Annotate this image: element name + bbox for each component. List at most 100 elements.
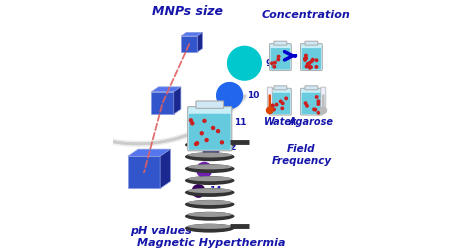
Circle shape xyxy=(273,65,275,68)
Circle shape xyxy=(277,58,280,61)
Circle shape xyxy=(314,108,317,111)
Polygon shape xyxy=(151,92,174,114)
Ellipse shape xyxy=(185,212,235,221)
Text: Agarose: Agarose xyxy=(289,117,334,126)
FancyBboxPatch shape xyxy=(271,48,290,69)
Circle shape xyxy=(315,59,318,62)
Circle shape xyxy=(192,185,205,197)
Text: 10: 10 xyxy=(247,91,259,100)
Ellipse shape xyxy=(187,153,232,157)
Circle shape xyxy=(277,55,280,58)
Circle shape xyxy=(191,122,194,125)
Circle shape xyxy=(275,103,278,106)
Text: 13: 13 xyxy=(216,165,228,174)
Circle shape xyxy=(209,112,230,133)
Circle shape xyxy=(197,162,212,177)
Circle shape xyxy=(200,132,203,135)
Polygon shape xyxy=(181,36,197,52)
Text: Water: Water xyxy=(264,117,297,126)
FancyBboxPatch shape xyxy=(196,101,224,108)
Polygon shape xyxy=(151,87,181,92)
FancyBboxPatch shape xyxy=(302,48,321,69)
FancyBboxPatch shape xyxy=(270,44,292,70)
Circle shape xyxy=(304,102,307,104)
Polygon shape xyxy=(160,149,171,188)
Circle shape xyxy=(317,100,319,103)
FancyBboxPatch shape xyxy=(301,88,322,115)
Text: MNPs size: MNPs size xyxy=(152,5,223,18)
Text: Frequency: Frequency xyxy=(272,156,331,166)
Circle shape xyxy=(195,143,198,146)
FancyBboxPatch shape xyxy=(189,114,230,150)
Circle shape xyxy=(282,102,284,105)
FancyBboxPatch shape xyxy=(302,93,321,114)
Ellipse shape xyxy=(187,212,232,217)
Circle shape xyxy=(196,142,199,145)
Circle shape xyxy=(205,139,208,142)
Ellipse shape xyxy=(187,164,232,169)
Circle shape xyxy=(280,100,282,103)
Circle shape xyxy=(304,57,306,60)
Ellipse shape xyxy=(185,152,235,161)
Ellipse shape xyxy=(185,140,235,149)
Circle shape xyxy=(285,97,287,100)
Ellipse shape xyxy=(185,224,235,233)
FancyBboxPatch shape xyxy=(274,86,287,90)
Circle shape xyxy=(309,62,311,64)
Text: Concentration: Concentration xyxy=(262,10,351,20)
Circle shape xyxy=(271,62,273,64)
Circle shape xyxy=(310,66,312,68)
Circle shape xyxy=(309,66,311,69)
Ellipse shape xyxy=(187,200,232,205)
Ellipse shape xyxy=(187,224,232,229)
Ellipse shape xyxy=(185,176,235,185)
Ellipse shape xyxy=(187,176,232,181)
Ellipse shape xyxy=(187,188,232,193)
Circle shape xyxy=(307,63,309,65)
FancyBboxPatch shape xyxy=(301,44,322,70)
Text: pH values: pH values xyxy=(130,226,192,236)
Circle shape xyxy=(311,59,314,61)
Circle shape xyxy=(317,103,319,105)
Circle shape xyxy=(315,96,318,98)
Circle shape xyxy=(306,105,308,107)
Circle shape xyxy=(217,130,219,133)
Circle shape xyxy=(305,54,307,57)
Text: 14: 14 xyxy=(209,186,222,195)
Circle shape xyxy=(220,141,223,144)
FancyBboxPatch shape xyxy=(321,87,326,111)
FancyBboxPatch shape xyxy=(188,107,232,151)
Circle shape xyxy=(315,66,318,68)
Ellipse shape xyxy=(187,141,232,146)
FancyBboxPatch shape xyxy=(268,94,271,110)
Circle shape xyxy=(309,65,311,68)
Circle shape xyxy=(273,108,275,111)
Text: 11: 11 xyxy=(235,118,247,127)
Circle shape xyxy=(304,59,306,61)
FancyBboxPatch shape xyxy=(270,88,292,115)
FancyBboxPatch shape xyxy=(274,41,287,45)
FancyBboxPatch shape xyxy=(267,87,272,111)
Circle shape xyxy=(217,83,243,108)
Circle shape xyxy=(305,57,308,60)
Ellipse shape xyxy=(185,188,235,197)
Circle shape xyxy=(266,107,273,114)
Polygon shape xyxy=(181,32,202,36)
Circle shape xyxy=(190,119,192,122)
Circle shape xyxy=(313,108,315,111)
FancyBboxPatch shape xyxy=(305,41,318,45)
FancyBboxPatch shape xyxy=(271,93,290,114)
Polygon shape xyxy=(174,87,181,114)
Circle shape xyxy=(281,107,283,110)
Polygon shape xyxy=(197,32,202,52)
Text: Magnetic Hyperthermia: Magnetic Hyperthermia xyxy=(137,238,285,248)
Circle shape xyxy=(305,65,308,68)
Polygon shape xyxy=(128,149,171,156)
FancyBboxPatch shape xyxy=(305,86,318,90)
Circle shape xyxy=(271,104,273,107)
Ellipse shape xyxy=(185,200,235,209)
Circle shape xyxy=(211,126,215,129)
Polygon shape xyxy=(128,156,160,188)
Circle shape xyxy=(203,119,206,122)
Circle shape xyxy=(202,139,219,156)
